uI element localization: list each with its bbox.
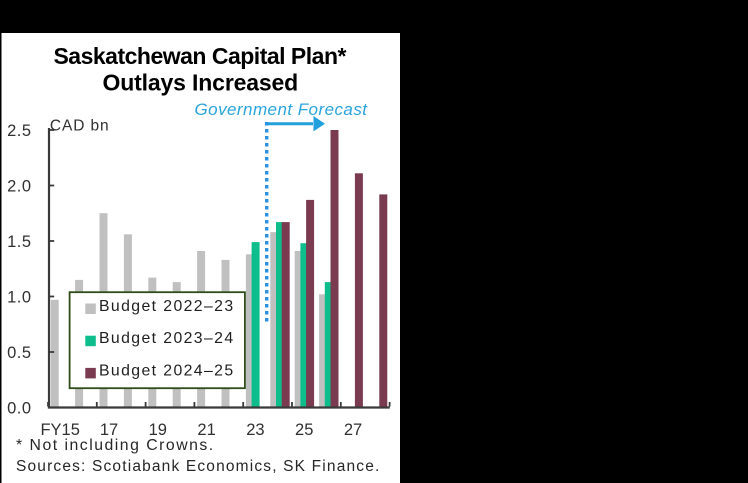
svg-text:* Not including Crowns.: * Not including Crowns. xyxy=(16,437,215,454)
svg-text:0.5: 0.5 xyxy=(7,344,31,362)
svg-text:2.0: 2.0 xyxy=(7,177,31,195)
svg-text:1.0: 1.0 xyxy=(7,288,31,306)
svg-text:0.0: 0.0 xyxy=(7,399,31,417)
svg-text:21: 21 xyxy=(197,421,215,439)
svg-text:19: 19 xyxy=(149,421,167,439)
svg-text:FY15: FY15 xyxy=(40,421,79,439)
svg-text:1.5: 1.5 xyxy=(7,233,31,251)
svg-text:27: 27 xyxy=(344,421,362,439)
svg-text:2.5: 2.5 xyxy=(7,122,31,140)
svg-text:CAD bn: CAD bn xyxy=(50,118,110,135)
svg-text:Saskatchewan Capital Plan*: Saskatchewan Capital Plan* xyxy=(53,43,346,69)
svg-text:Budget 2024–25: Budget 2024–25 xyxy=(99,362,235,379)
svg-text:23: 23 xyxy=(246,421,264,439)
svg-text:Government Forecast: Government Forecast xyxy=(195,100,369,119)
svg-text:17: 17 xyxy=(100,421,118,439)
svg-text:Outlays Increased: Outlays Increased xyxy=(102,70,298,96)
svg-text:Budget 2023–24: Budget 2023–24 xyxy=(99,330,235,347)
svg-text:Budget 2022–23: Budget 2022–23 xyxy=(99,298,235,315)
svg-text:Sources: Scotiabank Economics,: Sources: Scotiabank Economics, SK Financ… xyxy=(16,458,380,475)
svg-text:25: 25 xyxy=(295,421,313,439)
